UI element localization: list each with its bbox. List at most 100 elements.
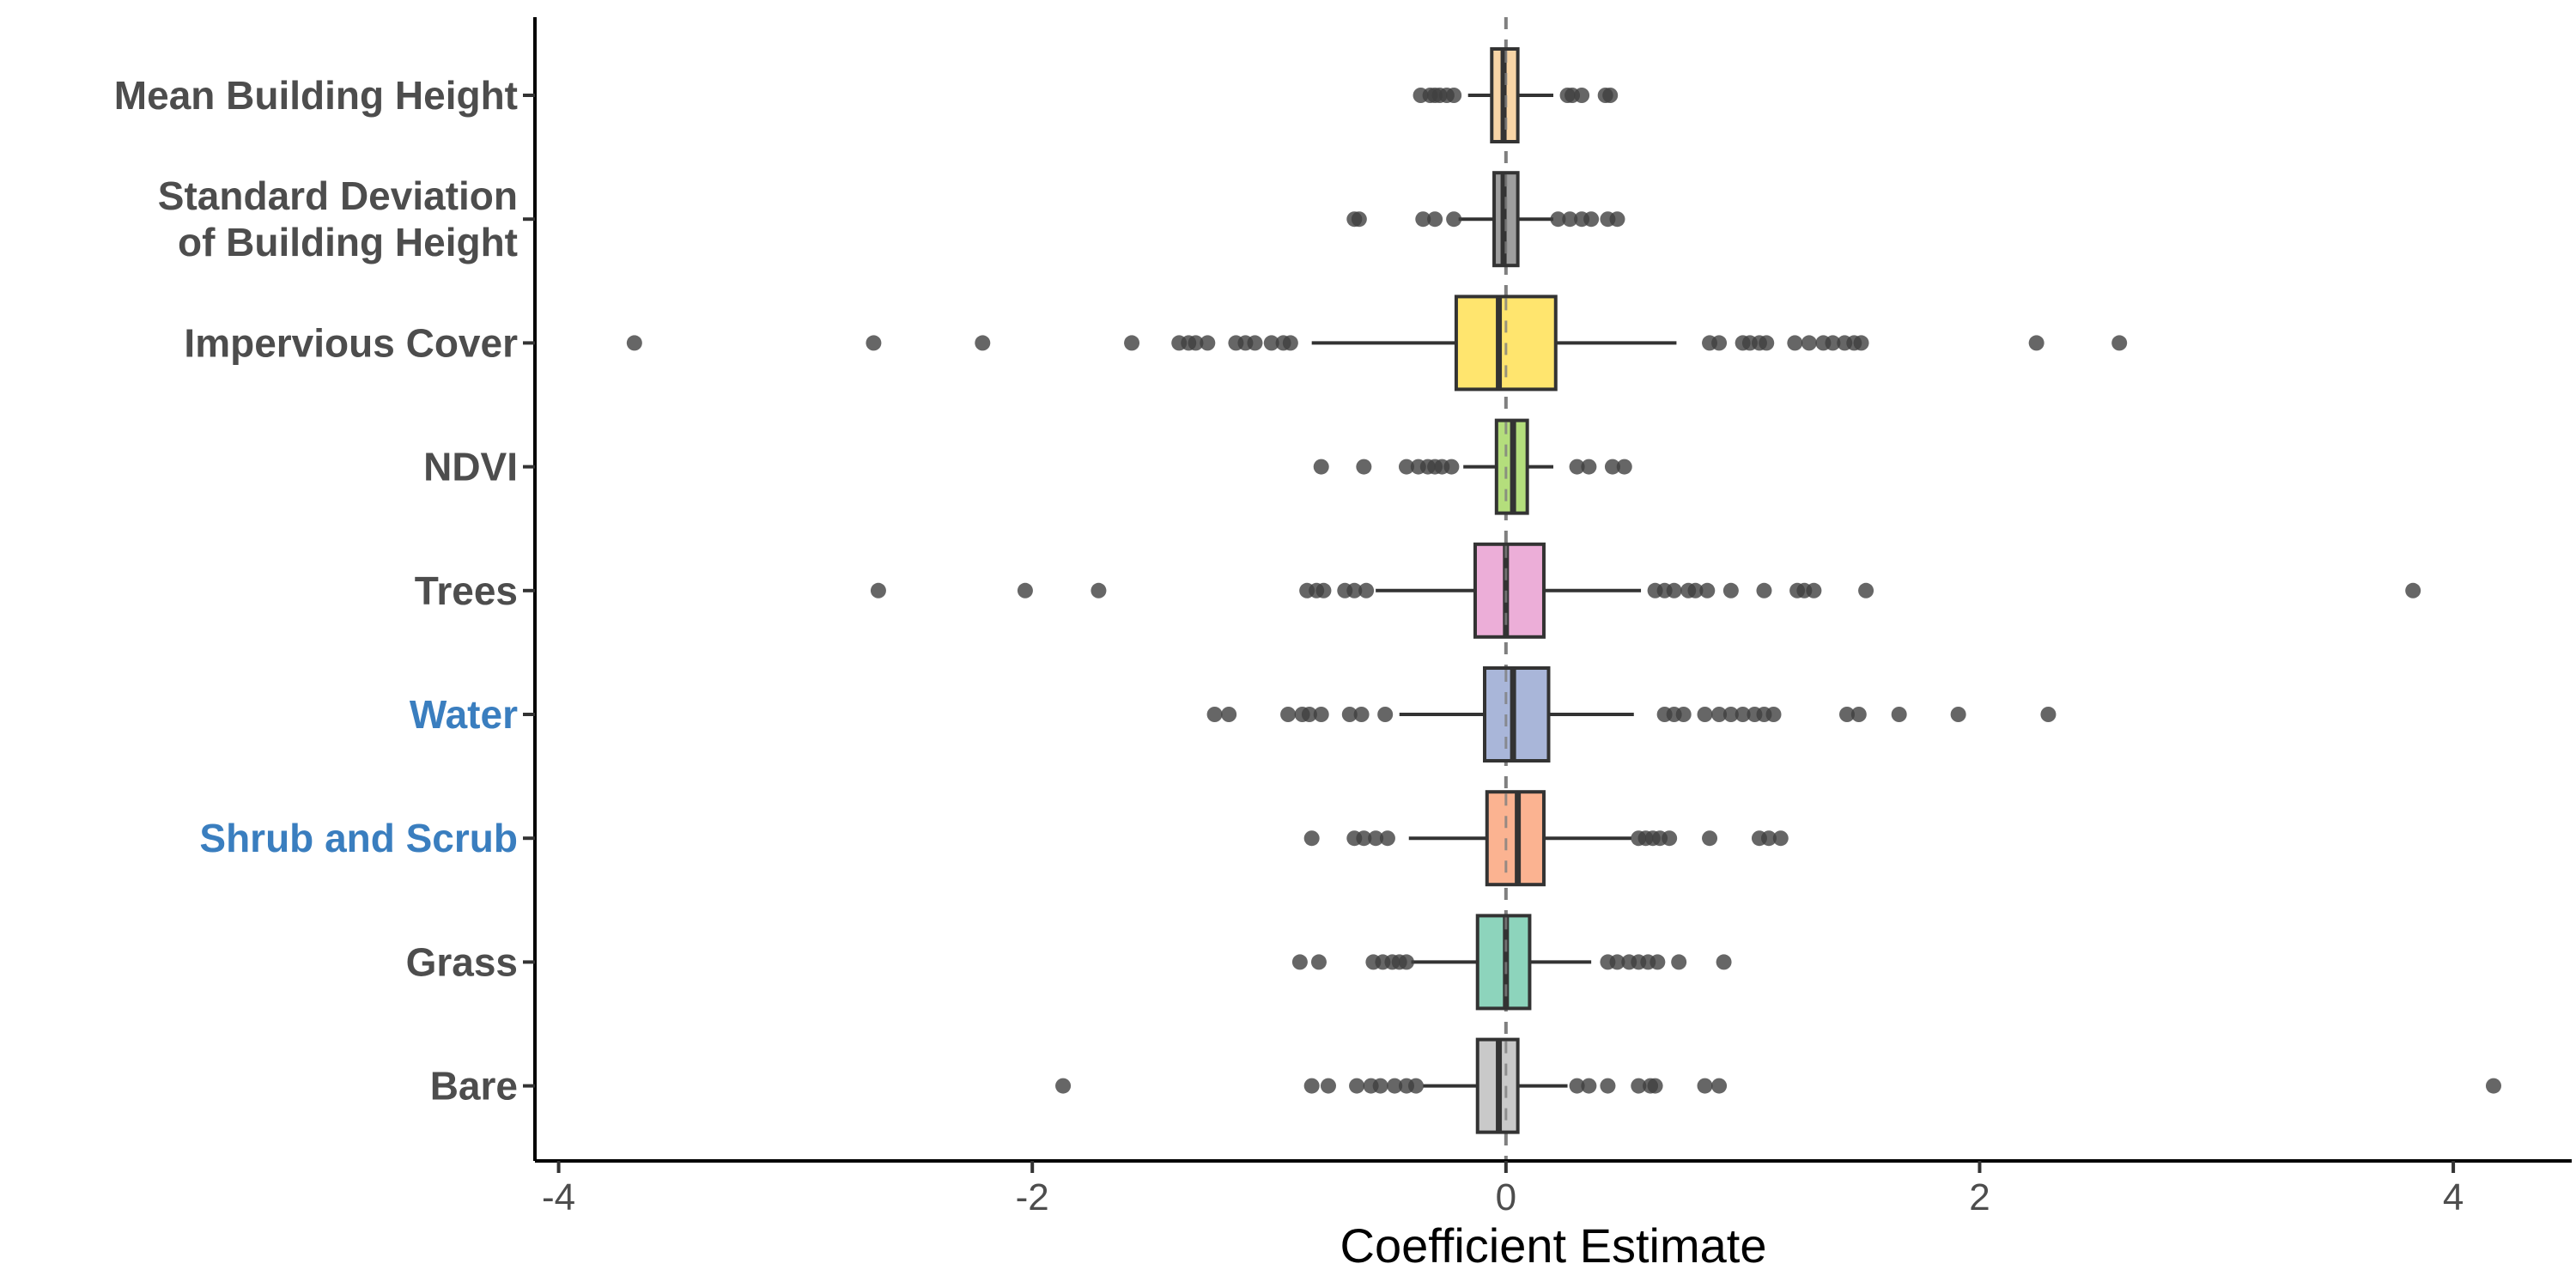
outlier-point [1356, 830, 1372, 847]
category-label-line: NDVI [423, 445, 518, 489]
category-label-line: Standard Deviation [158, 173, 518, 218]
category-label: Grass [406, 939, 518, 984]
outlier-point [1759, 335, 1775, 351]
outlier-point [1662, 830, 1678, 847]
outlier-point [1950, 707, 1966, 722]
outlier-point [1349, 1078, 1365, 1094]
outlier-point [1609, 954, 1625, 970]
outlier-point [1825, 335, 1841, 351]
category-label-line: Water [410, 692, 518, 737]
outlier-point [1301, 707, 1317, 722]
outlier-point [1850, 707, 1867, 722]
outlier-point [1574, 88, 1590, 103]
box-group [1055, 1037, 2501, 1134]
category-label-line: Trees [415, 568, 518, 613]
outlier-point [1711, 1078, 1728, 1094]
outlier-point [2405, 582, 2421, 598]
outlier-point [1303, 830, 1320, 847]
outlier-point [1017, 582, 1033, 598]
outlier-point [2028, 335, 2044, 351]
outlier-point [1702, 830, 1718, 847]
outlier-point [1760, 830, 1777, 847]
box-layer [626, 47, 2501, 1134]
outlier-point [1858, 582, 1874, 598]
outlier-point [1697, 1078, 1713, 1094]
outlier-point [1313, 707, 1329, 722]
box-group [1346, 171, 1625, 268]
outlier-point [1221, 707, 1237, 722]
outlier-point [1427, 211, 1443, 228]
label-layer: Mean Building Height Standard Deviation of… [114, 73, 518, 1109]
category-label: Trees [415, 568, 518, 613]
outlier-point [1443, 459, 1460, 475]
outlier-point [626, 335, 642, 351]
outlier-point [975, 335, 991, 351]
category-label: Standard Deviation of Building Height [158, 173, 518, 264]
category-label-line: Mean Building Height [114, 73, 518, 118]
category-label: Water [410, 692, 518, 737]
outlier-point [1735, 707, 1751, 722]
outlier-point [1806, 582, 1822, 598]
outlier-point [1671, 954, 1687, 970]
outlier-point [1282, 335, 1298, 351]
category-label: Bare [430, 1064, 518, 1109]
outlier-point [1550, 211, 1566, 228]
outlier-point [1055, 1078, 1072, 1094]
x-tick-label: 4 [2443, 1176, 2464, 1218]
box-group [1291, 914, 1732, 1011]
axis-layer: -4 -2 0 2 4 [523, 17, 2572, 1218]
category-label: Shrub and Scrub [199, 816, 518, 860]
outlier-point [1609, 211, 1625, 228]
category-label-line: of Building Height [178, 220, 518, 264]
outlier-point [1320, 1078, 1336, 1094]
outlier-point [866, 335, 882, 351]
category-label-line: Grass [406, 939, 518, 984]
outlier-point [1569, 1078, 1585, 1094]
outlier-point [1372, 1078, 1388, 1094]
outlier-point [1787, 335, 1803, 351]
outlier-point [1313, 459, 1329, 475]
box-group [1206, 666, 2057, 762]
outlier-point [1583, 211, 1600, 228]
outlier-point [1408, 1078, 1425, 1094]
outlier-point [1604, 459, 1620, 475]
outlier-point [1377, 707, 1394, 722]
category-label-line: Bare [430, 1064, 518, 1109]
outlier-point [1398, 954, 1414, 970]
box-iqr [1483, 666, 1551, 762]
outlier-point [1341, 707, 1358, 722]
outlier-point [2485, 1078, 2501, 1094]
outlier-point [1602, 88, 1619, 103]
outlier-point [1756, 582, 1772, 598]
outlier-point [1368, 830, 1384, 847]
outlier-point [1247, 335, 1263, 351]
outlier-point [1711, 335, 1728, 351]
outlier-point [1697, 707, 1713, 722]
box-group [1413, 47, 1619, 143]
outlier-point [1263, 335, 1279, 351]
outlier-point [1839, 707, 1856, 722]
outlier-point [1801, 335, 1817, 351]
outlier-point [1206, 707, 1223, 722]
outlier-point [1379, 830, 1395, 847]
outlier-point [1716, 954, 1732, 970]
outlier-point [1124, 335, 1140, 351]
outlier-point [1647, 1078, 1663, 1094]
outlier-point [1353, 707, 1370, 722]
box-group [626, 295, 2128, 392]
outlier-point [2111, 335, 2128, 351]
outlier-point [1351, 211, 1367, 228]
outlier-point [1291, 954, 1308, 970]
category-label: NDVI [423, 445, 518, 489]
outlier-point [1699, 582, 1716, 598]
outlier-point [1562, 211, 1578, 228]
outlier-point [1446, 211, 1462, 228]
category-label: Mean Building Height [114, 73, 518, 118]
x-tick-label: -2 [1016, 1176, 1049, 1218]
outlier-point [1616, 459, 1632, 475]
box-group [1303, 790, 1789, 887]
outlier-point [1600, 1078, 1616, 1094]
outlier-point [1315, 582, 1332, 598]
outlier-point [1722, 707, 1739, 722]
